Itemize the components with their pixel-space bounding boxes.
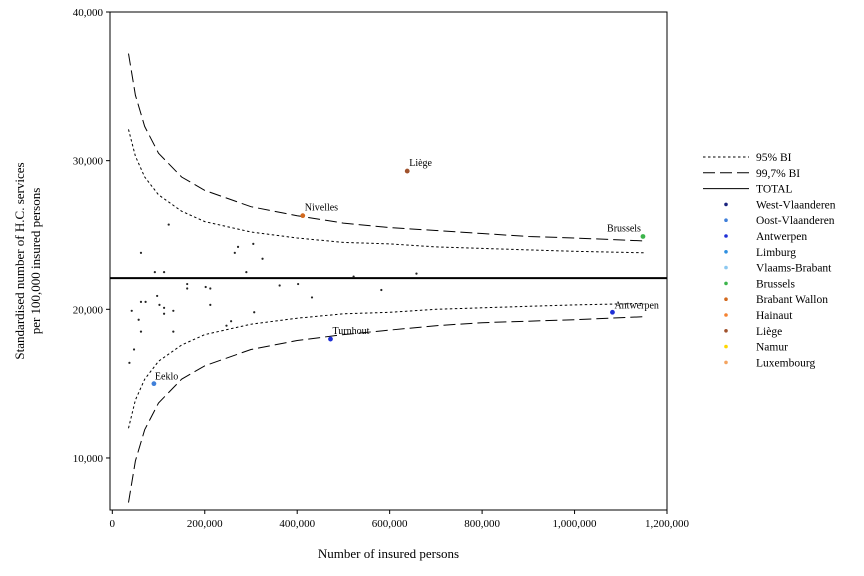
x-tick-label: 200,000 bbox=[187, 518, 223, 530]
data-point bbox=[162, 306, 166, 309]
data-point bbox=[225, 324, 228, 327]
legend-label: Luxembourg bbox=[756, 357, 815, 369]
x-tick-label: 600,000 bbox=[372, 518, 408, 530]
data-point bbox=[278, 284, 281, 287]
legend-label: 99,7% BI bbox=[756, 168, 800, 180]
legend-marker bbox=[724, 218, 728, 222]
axes: 0 200,000 400,000 600,000 800,000 1,000,000 1,… bbox=[12, 7, 690, 561]
legend-label: Limburg bbox=[756, 247, 796, 259]
data-point bbox=[132, 348, 136, 351]
data-point bbox=[128, 361, 131, 364]
legend-label: Namur bbox=[756, 342, 788, 354]
data-point bbox=[209, 303, 212, 306]
x-axis-title: Number of insured persons bbox=[318, 546, 459, 561]
x-tick-label: 1,200,000 bbox=[645, 518, 690, 530]
legend-label: Antwerpen bbox=[756, 231, 807, 243]
data-point bbox=[236, 245, 240, 248]
data-point bbox=[204, 285, 207, 289]
y-axis-title: Standardised number of H.C. servicesper … bbox=[12, 162, 43, 359]
data-point bbox=[230, 320, 233, 323]
legend-label: Brabant Wallon bbox=[756, 294, 828, 306]
legend-label: Vlaams-Brabant bbox=[756, 263, 832, 275]
legend-marker bbox=[724, 313, 728, 317]
labeled-point bbox=[151, 381, 157, 387]
y-axis-title-line: per 100,000 insured persons bbox=[28, 188, 43, 335]
data-point bbox=[252, 242, 255, 246]
legend-marker bbox=[724, 281, 728, 286]
point-label: Antwerpen bbox=[614, 300, 658, 311]
data-point bbox=[415, 272, 418, 275]
legend-marker bbox=[724, 329, 728, 333]
data-point bbox=[297, 282, 300, 286]
legend-marker bbox=[724, 297, 728, 302]
legend-marker bbox=[724, 344, 728, 349]
data-point bbox=[158, 303, 161, 306]
y-axis-title-line: Standardised number of H.C. services bbox=[12, 162, 27, 359]
legend-marker bbox=[724, 265, 728, 270]
data-points: Liège Nivelles Brussels Antwerpen Turnhout Ee… bbox=[128, 158, 659, 387]
y-tick-label: 10,000 bbox=[73, 453, 104, 465]
data-point bbox=[130, 309, 133, 312]
y-tick-label: 30,000 bbox=[73, 156, 104, 168]
data-point bbox=[139, 300, 143, 303]
data-point bbox=[153, 271, 156, 274]
legend-marker bbox=[724, 202, 728, 207]
labeled-point bbox=[404, 168, 410, 174]
data-point bbox=[245, 271, 248, 274]
data-point bbox=[261, 257, 264, 260]
point-label: Eeklo bbox=[155, 372, 178, 383]
data-point bbox=[186, 282, 189, 286]
legend-label: Hainaut bbox=[756, 310, 793, 322]
bi95-upper-curve bbox=[128, 129, 644, 254]
data-point bbox=[156, 294, 159, 298]
data-point bbox=[172, 309, 175, 312]
x-tick-label: 0 bbox=[110, 518, 116, 530]
data-point bbox=[172, 330, 175, 333]
legend: 95% BI 99,7% BI TOTAL West-Vlaanderen Oost-V… bbox=[703, 152, 836, 369]
data-point bbox=[352, 275, 355, 278]
bi997-lower-curve bbox=[128, 316, 644, 503]
data-point bbox=[144, 300, 147, 303]
legend-marker bbox=[724, 234, 728, 238]
legend-label: 95% BI bbox=[756, 152, 792, 164]
x-tick-label: 800,000 bbox=[464, 518, 500, 530]
point-label: Brussels bbox=[607, 223, 641, 234]
legend-label: Liège bbox=[756, 326, 782, 338]
labeled-point bbox=[640, 234, 646, 239]
legend-label: Oost-Vlaanderen bbox=[756, 215, 835, 227]
x-tick-label: 400,000 bbox=[279, 518, 315, 530]
point-label: Nivelles bbox=[305, 203, 338, 214]
labeled-point bbox=[328, 336, 333, 342]
data-point bbox=[186, 287, 189, 290]
data-point bbox=[139, 251, 143, 254]
bi95-lower-curve bbox=[128, 302, 644, 429]
point-label: Turnhout bbox=[332, 326, 369, 337]
point-label: Liège bbox=[409, 158, 432, 169]
data-point bbox=[167, 223, 170, 226]
legend-label: West-Vlaanderen bbox=[756, 199, 836, 211]
y-tick-label: 40,000 bbox=[73, 7, 104, 19]
data-point bbox=[162, 271, 166, 274]
legend-label: TOTAL bbox=[756, 184, 793, 196]
data-point bbox=[162, 312, 166, 315]
y-tick-label: 20,000 bbox=[73, 304, 104, 316]
legend-marker bbox=[724, 360, 728, 365]
legend-marker bbox=[724, 250, 728, 254]
data-point bbox=[310, 296, 314, 299]
data-point bbox=[209, 287, 212, 290]
labeled-point bbox=[610, 309, 615, 315]
data-point bbox=[233, 251, 236, 254]
plot-frame bbox=[109, 11, 668, 511]
confidence-bounds bbox=[110, 53, 667, 503]
data-point bbox=[380, 288, 383, 292]
labeled-point bbox=[300, 213, 306, 219]
bi997-upper-curve bbox=[128, 53, 644, 242]
data-point bbox=[137, 318, 140, 321]
legend-label: Brussels bbox=[756, 278, 796, 290]
x-tick-label: 1,000,000 bbox=[553, 518, 598, 530]
data-point bbox=[253, 311, 256, 314]
data-point bbox=[139, 330, 143, 333]
